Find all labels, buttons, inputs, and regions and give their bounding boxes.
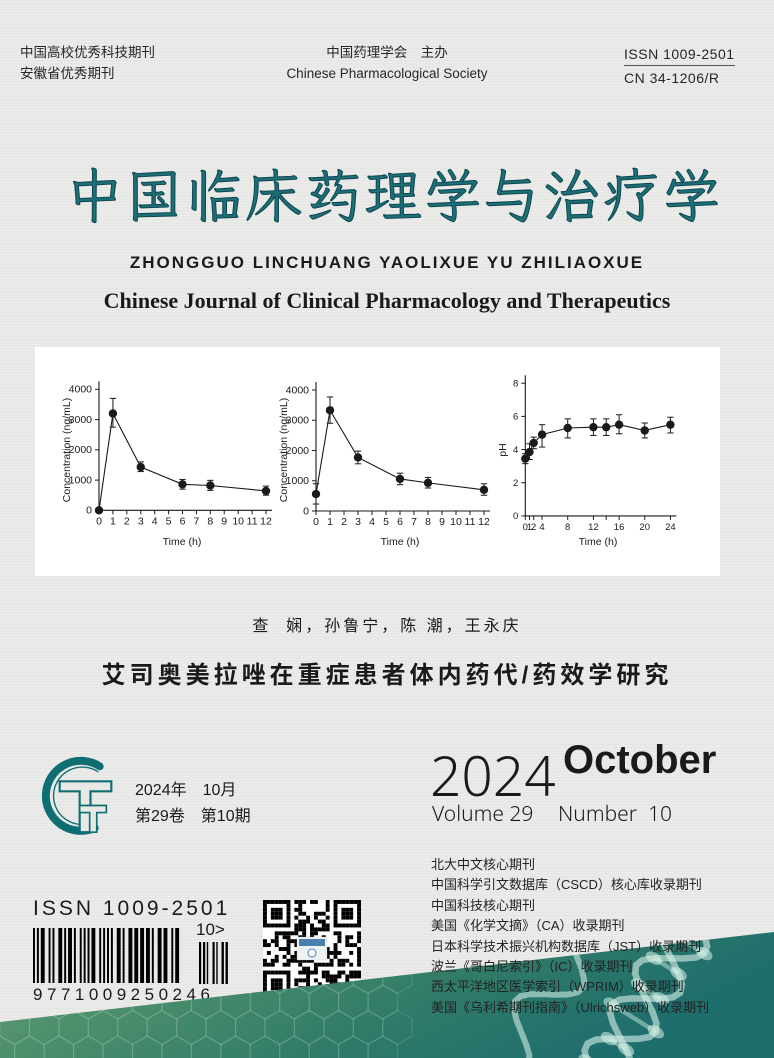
svg-text:8: 8 bbox=[207, 515, 213, 527]
svg-text:8: 8 bbox=[513, 379, 518, 390]
svg-text:0: 0 bbox=[303, 505, 309, 517]
svg-text:4: 4 bbox=[539, 522, 544, 533]
svg-text:1: 1 bbox=[327, 516, 333, 528]
svg-text:8: 8 bbox=[565, 522, 570, 533]
svg-text:中国临床药理学与治疗学: 中国临床药理学与治疗学 bbox=[66, 156, 723, 233]
svg-text:16: 16 bbox=[614, 522, 625, 533]
svg-text:pH: pH bbox=[497, 443, 509, 456]
svg-text:3: 3 bbox=[355, 516, 361, 528]
svg-text:7: 7 bbox=[193, 515, 199, 527]
svg-text:12: 12 bbox=[588, 522, 599, 533]
svg-text:12: 12 bbox=[478, 516, 490, 528]
svg-text:11: 11 bbox=[247, 515, 258, 527]
svg-text:11: 11 bbox=[465, 516, 476, 528]
svg-text:10: 10 bbox=[450, 516, 462, 528]
svg-text:3: 3 bbox=[138, 515, 144, 527]
svg-text:20: 20 bbox=[639, 522, 650, 533]
svg-text:Time (h): Time (h) bbox=[163, 536, 202, 548]
svg-text:0: 0 bbox=[513, 511, 518, 522]
svg-text:Concentration (ng/mL): Concentration (ng/mL) bbox=[61, 398, 73, 502]
svg-text:4000: 4000 bbox=[286, 384, 310, 396]
svg-text:4: 4 bbox=[369, 516, 375, 528]
svg-text:Time (h): Time (h) bbox=[579, 536, 618, 548]
svg-text:12: 12 bbox=[260, 515, 272, 527]
svg-text:2: 2 bbox=[513, 478, 518, 489]
svg-text:9: 9 bbox=[439, 516, 445, 528]
svg-text:2: 2 bbox=[124, 515, 130, 527]
svg-text:2: 2 bbox=[341, 516, 347, 528]
svg-text:1: 1 bbox=[110, 515, 116, 527]
svg-text:2: 2 bbox=[531, 522, 536, 533]
svg-text:0: 0 bbox=[86, 505, 92, 517]
svg-text:Time (h): Time (h) bbox=[381, 536, 420, 548]
svg-text:4: 4 bbox=[513, 445, 518, 456]
svg-text:5: 5 bbox=[383, 516, 389, 528]
svg-text:6: 6 bbox=[397, 516, 403, 528]
svg-text:0: 0 bbox=[96, 515, 102, 527]
svg-text:5: 5 bbox=[166, 515, 172, 527]
svg-text:Concentration (ng/mL): Concentration (ng/mL) bbox=[278, 398, 290, 502]
svg-text:0: 0 bbox=[313, 516, 319, 528]
svg-text:7: 7 bbox=[411, 516, 417, 528]
svg-text:10: 10 bbox=[232, 515, 244, 527]
svg-text:6: 6 bbox=[180, 515, 186, 527]
svg-text:4000: 4000 bbox=[69, 384, 93, 396]
svg-text:4: 4 bbox=[152, 515, 158, 527]
svg-text:24: 24 bbox=[665, 522, 676, 533]
svg-text:6: 6 bbox=[513, 412, 518, 423]
svg-text:8: 8 bbox=[425, 516, 431, 528]
svg-text:9: 9 bbox=[221, 515, 227, 527]
